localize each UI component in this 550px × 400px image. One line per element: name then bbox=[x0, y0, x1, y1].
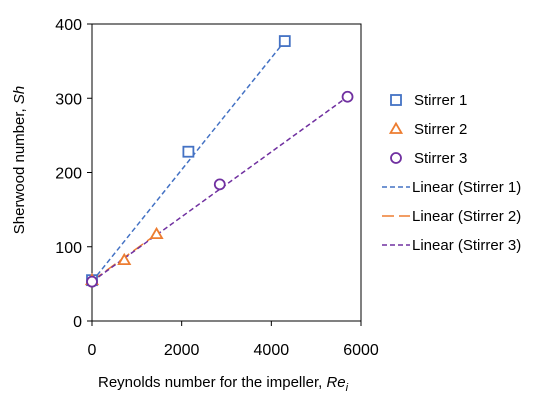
data-point-triangle bbox=[149, 226, 164, 240]
trendline bbox=[91, 40, 286, 283]
legend-entry: Stirrer 2 bbox=[388, 121, 467, 138]
legend-entry: Stirrer 1 bbox=[390, 92, 467, 109]
x-axis-variable: Re bbox=[326, 374, 345, 391]
x-axis-label: Reynolds number for the impeller, Rei bbox=[98, 374, 349, 394]
data-points bbox=[84, 35, 354, 288]
legend-label: Linear (Stirrer 2) bbox=[412, 208, 521, 225]
y-tick-label: 400 bbox=[55, 17, 82, 34]
y-axis-label: Sherwood number, Sh bbox=[11, 86, 28, 234]
y-axis-ticks: 0 100 200 300 400 bbox=[55, 17, 92, 331]
legend-entry: Linear (Stirrer 1) bbox=[382, 179, 521, 196]
y-axis-variable: Sh bbox=[11, 86, 28, 104]
x-axis-ticks: 0 2000 4000 6000 bbox=[88, 321, 379, 359]
x-tick-label: 6000 bbox=[343, 342, 379, 359]
y-tick-label: 300 bbox=[55, 91, 82, 108]
data-point-circle bbox=[390, 152, 402, 164]
legend-label: Stirrer 3 bbox=[414, 150, 467, 167]
x-axis-subscript: i bbox=[346, 382, 349, 394]
y-tick-label: 0 bbox=[73, 314, 82, 331]
legend-entry: Linear (Stirrer 2) bbox=[382, 208, 521, 225]
data-point-circle bbox=[341, 90, 354, 103]
trendlines bbox=[91, 40, 348, 283]
legend-label: Stirrer 1 bbox=[414, 92, 467, 109]
legend-entry: Stirrer 3 bbox=[390, 150, 467, 167]
y-tick-label: 200 bbox=[55, 166, 82, 183]
legend-label: Stirrer 2 bbox=[414, 121, 467, 138]
data-point-square bbox=[182, 145, 195, 158]
data-point-circle bbox=[86, 275, 98, 288]
x-tick-label: 0 bbox=[88, 342, 97, 359]
plot-frame bbox=[91, 23, 362, 322]
legend-label: Linear (Stirrer 1) bbox=[412, 179, 521, 196]
data-point-triangle bbox=[388, 121, 404, 134]
data-point-square bbox=[390, 94, 402, 106]
data-point-triangle bbox=[117, 252, 132, 266]
y-tick-label: 100 bbox=[55, 240, 82, 257]
trendline bbox=[91, 96, 348, 283]
legend-entry: Linear (Stirrer 3) bbox=[382, 237, 521, 254]
data-point-square bbox=[278, 35, 291, 47]
x-tick-label: 4000 bbox=[254, 342, 290, 359]
data-point-circle bbox=[213, 178, 226, 191]
legend-label: Linear (Stirrer 3) bbox=[412, 237, 521, 254]
x-tick-label: 2000 bbox=[164, 342, 200, 359]
plot-area bbox=[91, 23, 362, 322]
legend: Stirrer 1 Stirrer 2 Stirrer 3 Linear (Stirr… bbox=[382, 92, 521, 254]
